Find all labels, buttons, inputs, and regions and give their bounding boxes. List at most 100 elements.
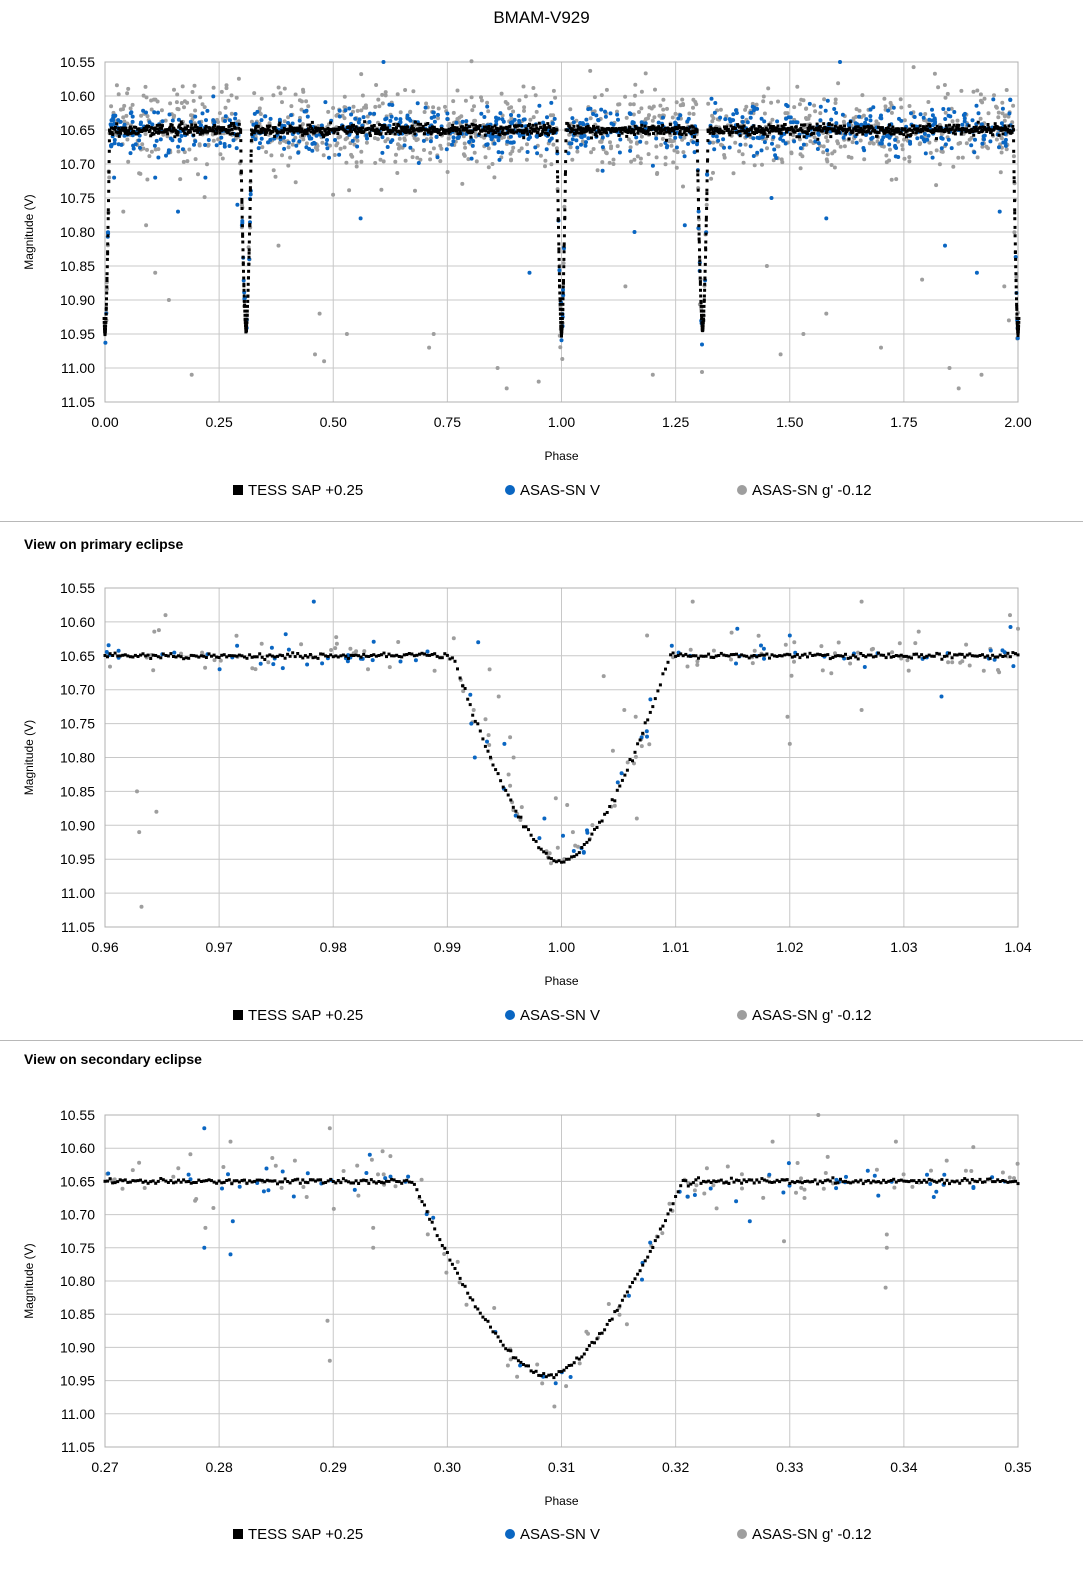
tess-point xyxy=(368,131,372,135)
asassn-v-point xyxy=(772,147,777,152)
x-tick-label: 0.34 xyxy=(890,1459,917,1475)
tess-point xyxy=(514,1356,518,1360)
asassn-g-point xyxy=(943,95,948,100)
tess-point xyxy=(866,653,870,657)
tess-point xyxy=(760,127,764,131)
tess-point xyxy=(858,128,862,132)
asassn-v-point xyxy=(103,340,108,345)
tess-point xyxy=(438,128,441,132)
tess-point xyxy=(248,653,252,657)
asassn-g-point xyxy=(525,142,529,147)
asassn-g-point xyxy=(561,261,566,266)
tess-point xyxy=(361,126,365,130)
tess-point xyxy=(651,1246,655,1249)
asassn-g-point xyxy=(791,133,796,138)
asassn-g-point xyxy=(1004,88,1009,92)
tess-point xyxy=(750,125,754,129)
tess-point xyxy=(678,132,681,136)
asassn-g-point xyxy=(882,96,887,101)
asassn-v-point xyxy=(381,60,386,64)
asassn-g-point xyxy=(299,642,304,647)
tess-point xyxy=(245,317,249,321)
tess-point xyxy=(242,282,246,286)
asassn-v-point xyxy=(112,141,117,146)
tess-point xyxy=(813,653,817,657)
tess-point xyxy=(570,1363,574,1367)
asassn-g-point xyxy=(203,665,208,670)
asassn-v-point xyxy=(199,123,203,128)
tess-point xyxy=(309,130,313,134)
tess-point xyxy=(826,653,830,657)
asassn-g-point xyxy=(634,141,639,146)
tess-point xyxy=(640,123,644,127)
tess-point xyxy=(613,799,617,803)
tess-point xyxy=(544,128,548,132)
tess-point xyxy=(397,655,401,658)
asassn-v-point xyxy=(436,112,440,117)
tess-point xyxy=(105,265,109,269)
asassn-g-point xyxy=(369,1157,374,1162)
tess-point xyxy=(648,710,652,714)
asassn-g-point xyxy=(464,1302,469,1307)
tess-point xyxy=(871,1179,875,1183)
tess-point xyxy=(378,123,382,127)
tess-point xyxy=(136,1179,140,1183)
asassn-g-point xyxy=(660,136,665,141)
asassn-v-point xyxy=(893,154,898,159)
tess-point xyxy=(539,126,543,129)
asassn-g-point xyxy=(881,144,886,149)
tess-point xyxy=(960,652,964,656)
tess-point xyxy=(981,653,984,657)
tess-point xyxy=(717,1179,721,1183)
asassn-v-point xyxy=(823,108,828,113)
asassn-g-point xyxy=(744,104,749,109)
tess-point xyxy=(839,124,843,128)
asassn-g-point xyxy=(794,1190,798,1195)
x-tick-label: 0.50 xyxy=(320,414,347,430)
tess-point xyxy=(104,307,108,311)
asassn-g-point xyxy=(764,264,769,268)
tess-point xyxy=(336,132,340,136)
asassn-g-point xyxy=(902,156,907,161)
tess-point xyxy=(596,125,600,129)
tess-point xyxy=(240,198,244,201)
asassn-v-point xyxy=(644,729,649,734)
tess-point xyxy=(476,1307,480,1311)
tess-point xyxy=(705,192,709,196)
asassn-v-point xyxy=(1015,336,1020,341)
tess-point xyxy=(618,1304,622,1308)
asassn-g-point xyxy=(182,105,186,110)
tess-point xyxy=(563,199,567,203)
tess-point xyxy=(106,217,110,221)
asassn-v-point xyxy=(264,1166,269,1171)
asassn-g-point xyxy=(615,109,619,114)
tess-point xyxy=(844,652,847,656)
asassn-g-point xyxy=(286,115,291,120)
tess-point xyxy=(478,1311,482,1315)
tess-point xyxy=(625,1290,629,1294)
asassn-g-point xyxy=(344,332,349,336)
tess-point xyxy=(998,1180,1002,1183)
asassn-v-point xyxy=(106,643,111,648)
asassn-g-point xyxy=(999,136,1004,141)
asassn-g-point xyxy=(522,105,527,110)
tess-point xyxy=(105,279,109,282)
tess-point xyxy=(991,653,995,657)
asassn-g-point xyxy=(203,1225,208,1230)
tess-point xyxy=(532,1370,536,1374)
tess-point xyxy=(979,125,983,129)
asassn-g-point xyxy=(663,155,668,160)
legend-label: ASAS-SN V xyxy=(520,1007,600,1024)
asassn-v-point xyxy=(962,116,967,121)
tess-point xyxy=(325,132,329,136)
asassn-g-point xyxy=(189,113,193,118)
asassn-v-point xyxy=(297,118,302,123)
tess-point xyxy=(189,653,193,657)
tess-point xyxy=(239,171,243,175)
tess-point xyxy=(156,1179,160,1183)
tess-point xyxy=(902,133,906,137)
asassn-g-point xyxy=(691,105,695,110)
tess-point xyxy=(803,1180,807,1183)
asassn-g-point xyxy=(338,146,343,151)
asassn-v-point xyxy=(496,138,501,143)
